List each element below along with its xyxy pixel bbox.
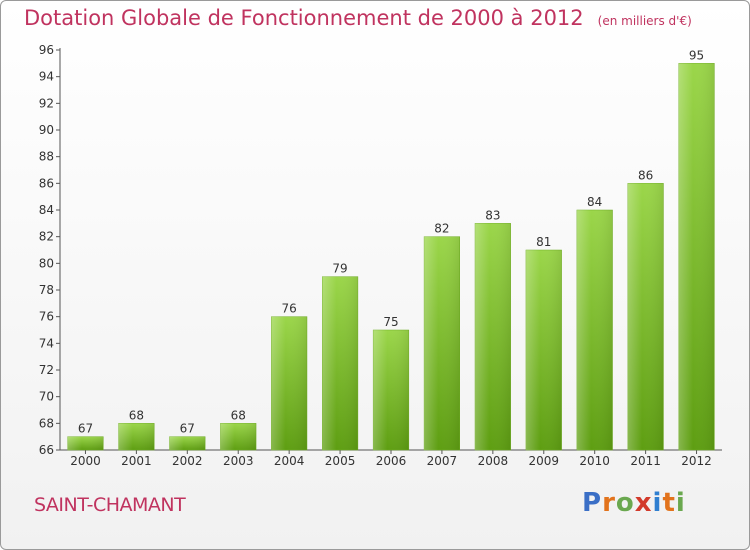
x-tick-label: 2010	[579, 454, 610, 468]
data-label: 83	[485, 208, 500, 222]
data-label: 68	[231, 408, 246, 422]
data-label: 67	[180, 422, 195, 436]
data-label: 95	[689, 48, 704, 62]
bar-highlight	[118, 423, 155, 450]
chart-title-text: Dotation Globale de Fonctionnement de 20…	[24, 6, 584, 30]
bar-highlight	[220, 423, 257, 450]
brand-letter: t	[662, 488, 676, 518]
data-label: 79	[332, 262, 347, 276]
x-tick-label: 2006	[376, 454, 407, 468]
y-tick-label: 76	[39, 310, 54, 324]
x-tick-label: 2009	[528, 454, 559, 468]
y-tick-label: 94	[39, 70, 54, 84]
y-tick-label: 86	[39, 176, 54, 190]
data-label: 82	[434, 222, 449, 236]
bar-highlight	[271, 316, 307, 450]
bar-highlight	[322, 276, 358, 450]
data-label: 84	[587, 195, 602, 209]
x-tick-label: 2011	[630, 454, 661, 468]
y-tick-label: 68	[39, 416, 54, 430]
data-label: 81	[536, 235, 551, 249]
y-tick-label: 92	[39, 96, 54, 110]
brand-letter: x	[634, 488, 653, 518]
bar-highlight	[67, 436, 104, 450]
brand-letter: r	[602, 488, 616, 518]
y-tick-label: 90	[39, 123, 54, 137]
x-tick-label: 2002	[172, 454, 203, 468]
y-tick-label: 80	[39, 256, 54, 270]
data-label: 68	[129, 408, 144, 422]
chart-title: Dotation Globale de Fonctionnement de 20…	[24, 6, 692, 30]
bars	[67, 63, 715, 451]
y-tick-label: 82	[39, 230, 54, 244]
y-tick-label: 96	[39, 43, 54, 57]
data-label: 86	[638, 168, 653, 182]
bar-highlight	[373, 330, 409, 450]
chart-unit: (en milliers d'€)	[597, 14, 692, 28]
x-tick-label: 2004	[274, 454, 305, 468]
x-tick-label: 2012	[681, 454, 712, 468]
bar-highlight	[525, 250, 562, 450]
brand-letter: P	[582, 488, 603, 518]
commune-name: SAINT-CHAMANT	[34, 494, 186, 516]
bar-highlight	[475, 223, 511, 450]
brand-letter: i	[652, 488, 663, 518]
y-tick-label: 70	[39, 390, 54, 404]
proxiti-logo: Proxiti	[582, 488, 686, 518]
x-tick-label: 2008	[478, 454, 509, 468]
data-labels: 67 68 67 68 76 79 75 82 83 81 84 86 95	[78, 48, 704, 435]
y-tick-label: 84	[39, 203, 54, 217]
bar-highlight	[169, 436, 206, 450]
x-tick-label: 2007	[427, 454, 458, 468]
brand-letter: o	[615, 488, 635, 518]
y-tick-label: 88	[39, 150, 54, 164]
y-tick-label: 74	[39, 336, 54, 350]
x-tick-label: 2000	[70, 454, 101, 468]
y-tick-label: 78	[39, 283, 54, 297]
x-tick-label: 2005	[325, 454, 356, 468]
data-label: 67	[78, 422, 93, 436]
bar-highlight	[424, 236, 460, 450]
data-label: 76	[282, 302, 297, 316]
x-tick-label: 2003	[223, 454, 254, 468]
y-tick-label: 66	[39, 443, 54, 457]
x-tick-label: 2001	[121, 454, 152, 468]
bar-highlight	[678, 63, 715, 450]
bar-highlight	[627, 183, 664, 451]
data-label: 75	[383, 315, 398, 329]
brand-letter: i	[675, 488, 686, 518]
bar-highlight	[576, 210, 613, 450]
y-tick-label: 72	[39, 363, 54, 377]
